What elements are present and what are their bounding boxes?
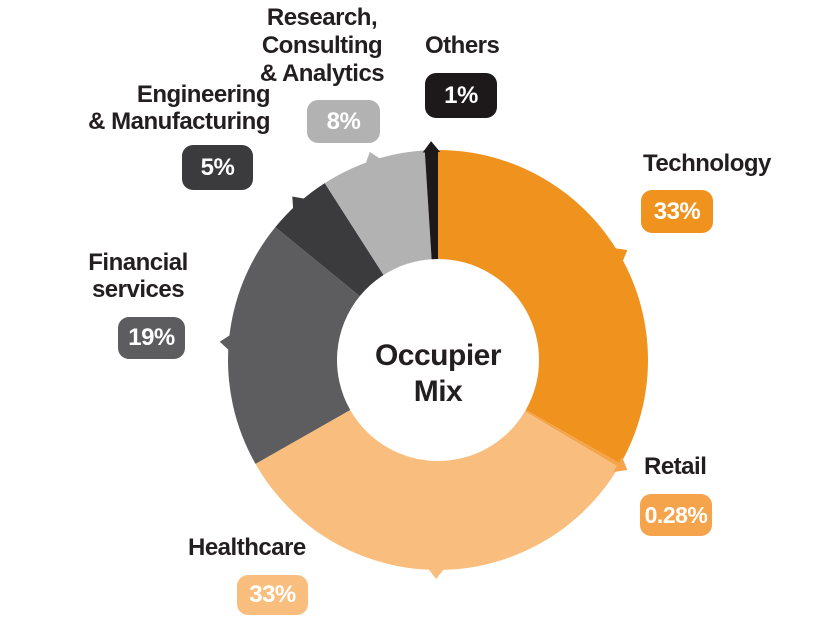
slice-pointer-healthcare [427,567,445,579]
donut-chart [219,141,648,579]
slice-engineering-manufacturing [275,183,384,297]
segment-label-research-consulting-analytics: Research, Consulting & Analytics [259,4,385,87]
segment-label-engineering-manufacturing: Engineering & Manufacturing [88,81,270,135]
slice-pointer-financial-services [219,333,232,352]
segment-value-badge-financial-services: 19% [118,317,185,359]
segment-label-healthcare: Healthcare [188,534,306,561]
segment-value-badge-others: 1% [425,73,497,118]
slice-pointer-others [422,141,441,153]
slice-pointer-research-consulting-analytics [365,151,382,166]
segment-label-technology: Technology [643,150,771,177]
segment-value-badge-research-consulting-analytics: 8% [307,100,380,143]
slice-pointer-retail [613,456,628,472]
segment-label-retail: Retail [644,453,707,480]
segment-value-badge-technology: 33% [641,190,713,233]
segment-value-badge-retail: 0.28% [640,494,712,536]
segment-value-badge-engineering-manufacturing: 5% [182,145,253,190]
chart-center-title: Occupier Mix [374,339,502,408]
slice-others [424,150,438,260]
slice-pointer-technology [613,248,628,264]
slice-retail [524,409,621,468]
slice-pointer-engineering-manufacturing [292,196,307,211]
slice-technology [438,150,648,464]
slice-financial-services [228,227,360,464]
segment-value-badge-healthcare: 33% [237,575,308,615]
segment-label-others: Others [425,32,500,59]
slice-healthcare [255,409,619,570]
segment-label-financial-services: Financial services [88,249,188,303]
slice-research-consulting-analytics [324,150,432,275]
